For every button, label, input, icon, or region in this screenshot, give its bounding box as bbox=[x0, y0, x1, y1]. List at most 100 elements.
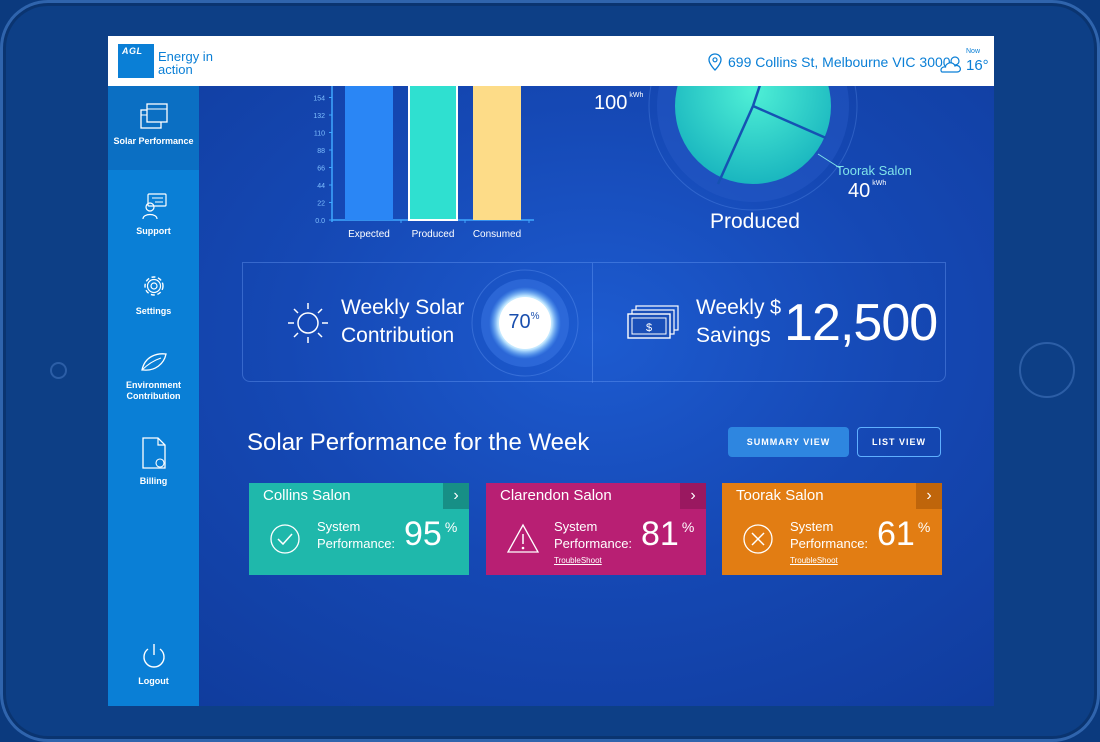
card-performance-unit: % bbox=[444, 519, 458, 535]
sidebar-item-settings[interactable]: Settings bbox=[108, 272, 199, 317]
sidebar-item-billing[interactable]: Billing bbox=[108, 436, 199, 487]
stats-divider bbox=[592, 263, 593, 383]
pie-slice[interactable] bbox=[675, 86, 831, 184]
y-tick-label: 0.0 bbox=[315, 218, 325, 225]
y-tick-label: 154 bbox=[313, 96, 325, 103]
x-tick-label: Consumed bbox=[473, 229, 521, 240]
card-body: System Performance: TroubleShoot 81% bbox=[486, 509, 706, 575]
pie-slice-divider bbox=[716, 105, 755, 185]
weekly-solar-unit: % bbox=[530, 311, 540, 322]
support-chat-icon bbox=[141, 193, 167, 220]
list-view-button[interactable]: LIST VIEW bbox=[857, 427, 941, 457]
sidebar-item-support[interactable]: Support bbox=[108, 192, 199, 237]
card-performance-number: 81 bbox=[641, 515, 679, 553]
x-tick-label: Expected bbox=[348, 229, 390, 240]
tablet-camera bbox=[50, 362, 67, 379]
card-site-name: Collins Salon bbox=[263, 487, 351, 504]
troubleshoot-link[interactable]: TroubleShoot bbox=[790, 556, 838, 565]
x-circle-icon bbox=[743, 524, 773, 554]
bar-produced[interactable] bbox=[408, 86, 458, 221]
savings-amount: 12,500 bbox=[784, 294, 938, 352]
card-header[interactable]: Clarendon Salon › bbox=[486, 483, 706, 509]
pie-callout-line bbox=[817, 153, 841, 169]
pie-value-label: 100 kWh bbox=[594, 92, 643, 115]
pie-toorak-value: 40 bbox=[848, 180, 871, 202]
y-tick-label: 66 bbox=[317, 166, 325, 173]
y-tick-label: 44 bbox=[317, 183, 325, 190]
location[interactable]: 699 Collins St, Melbourne VIC 3000 bbox=[708, 53, 951, 71]
solar-contribution-gauge bbox=[471, 269, 579, 377]
stats-panel bbox=[242, 262, 946, 383]
chevron-right-icon[interactable]: › bbox=[443, 483, 469, 509]
card-performance-label: System Performance: bbox=[554, 519, 633, 551]
top-bar: AGL Energy in action 699 Collins St, Mel… bbox=[108, 36, 994, 86]
section-title: Solar Performance for the Week bbox=[247, 429, 590, 456]
pie-toorak-label: Toorak Salon bbox=[836, 163, 912, 178]
sidebar-item-label: Logout bbox=[138, 676, 169, 686]
weekly-solar-value: 70% bbox=[494, 311, 554, 334]
card-site-name: Toorak Salon bbox=[736, 487, 824, 504]
sidebar-item-environment[interactable]: Environment Contribution bbox=[108, 350, 199, 402]
produced-pie-chart bbox=[648, 86, 858, 211]
sidebar: Solar Performance Support Settin bbox=[108, 86, 199, 706]
solar-panel-icon bbox=[139, 103, 168, 129]
savings-currency: $ bbox=[770, 297, 781, 319]
pie-toorak-value-label: 40 kWh bbox=[848, 180, 886, 203]
bar-expected[interactable] bbox=[345, 86, 393, 220]
y-tick-label: 88 bbox=[317, 148, 325, 155]
card-performance-label: System Performance: bbox=[317, 519, 396, 551]
y-tick-label: 132 bbox=[313, 113, 325, 120]
site-card-clarendon[interactable]: Clarendon Salon › System Performance: Tr… bbox=[486, 483, 706, 575]
tablet-home-button[interactable] bbox=[1019, 342, 1075, 398]
card-body: System Performance: 95% bbox=[249, 509, 469, 575]
cash-icon: $ bbox=[627, 305, 679, 339]
sun-icon bbox=[288, 303, 328, 343]
sidebar-item-label: Environment Contribution bbox=[125, 380, 181, 401]
address-text: 699 Collins St, Melbourne VIC 3000 bbox=[728, 54, 951, 70]
troubleshoot-link[interactable]: TroubleShoot bbox=[554, 556, 602, 565]
cloud-sun-icon bbox=[940, 56, 961, 73]
sidebar-item-label: Support bbox=[136, 226, 171, 236]
sidebar-item-logout[interactable]: Logout bbox=[108, 642, 199, 687]
pie-slice-divider bbox=[751, 86, 761, 107]
location-pin-icon bbox=[708, 53, 722, 71]
sidebar-item-label: Billing bbox=[139, 476, 168, 486]
savings-value: $12,500 bbox=[770, 293, 938, 353]
summary-view-button[interactable]: SUMMARY VIEW bbox=[728, 427, 849, 457]
chevron-right-icon[interactable]: › bbox=[680, 483, 706, 509]
card-performance-number: 61 bbox=[877, 515, 915, 553]
power-icon bbox=[142, 644, 165, 668]
card-performance-value: 81% bbox=[641, 515, 694, 554]
energy-bar-chart: 0.022446688110132154176ExpectedProducedC… bbox=[313, 86, 534, 240]
pie-unit: kWh bbox=[629, 92, 644, 99]
site-card-toorak[interactable]: Toorak Salon › System Performance: Troub… bbox=[722, 483, 942, 575]
card-performance-number: 95 bbox=[404, 515, 442, 553]
check-circle-icon bbox=[270, 524, 300, 554]
warning-triangle-icon bbox=[506, 523, 540, 553]
card-site-name: Clarendon Salon bbox=[500, 487, 612, 504]
leaf-icon bbox=[140, 353, 167, 371]
bar-consumed[interactable] bbox=[473, 86, 521, 220]
card-header[interactable]: Collins Salon › bbox=[249, 483, 469, 509]
app-screen: AGL Energy in action 699 Collins St, Mel… bbox=[108, 36, 994, 706]
chevron-right-icon[interactable]: › bbox=[916, 483, 942, 509]
site-card-collins[interactable]: Collins Salon › System Performance: 95% bbox=[249, 483, 469, 575]
weather-temp: 16° bbox=[966, 57, 989, 74]
y-tick-label: 22 bbox=[317, 201, 325, 208]
sidebar-item-solar-performance[interactable]: Solar Performance bbox=[108, 86, 199, 170]
card-performance-label: System Performance: bbox=[790, 519, 869, 551]
pie-toorak-unit: kWh bbox=[872, 180, 887, 187]
gear-icon bbox=[143, 276, 164, 296]
savings-title: Weekly Savings bbox=[696, 296, 771, 347]
agl-logo[interactable]: AGL bbox=[118, 44, 154, 78]
card-performance-value: 61% bbox=[877, 515, 930, 554]
sidebar-item-label: Settings bbox=[135, 306, 172, 316]
weather-widget[interactable]: Now 16° bbox=[938, 48, 989, 78]
pie-slice-divider bbox=[752, 104, 827, 140]
weekly-solar-number: 70 bbox=[508, 311, 531, 333]
card-body: System Performance: TroubleShoot 61% bbox=[722, 509, 942, 575]
card-header[interactable]: Toorak Salon › bbox=[722, 483, 942, 509]
pie-value: 100 bbox=[594, 92, 628, 114]
weekly-solar-title: Weekly Solar Contribution bbox=[341, 296, 465, 347]
